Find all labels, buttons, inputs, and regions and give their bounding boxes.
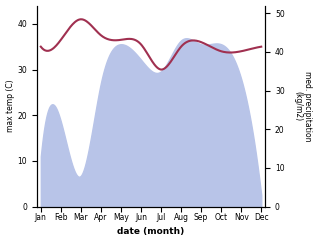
Y-axis label: med. precipitation
(kg/m2): med. precipitation (kg/m2) [293, 71, 313, 141]
Y-axis label: max temp (C): max temp (C) [5, 80, 15, 132]
X-axis label: date (month): date (month) [117, 227, 185, 236]
